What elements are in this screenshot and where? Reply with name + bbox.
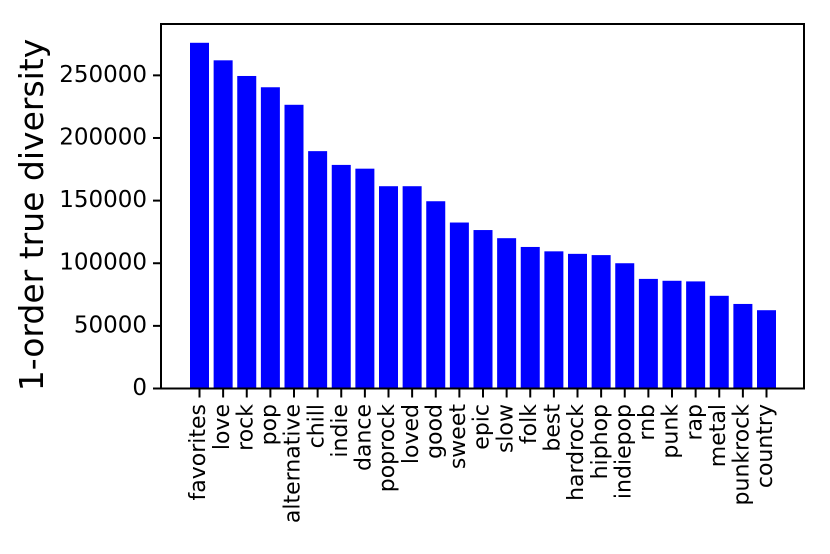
x-tick-label-metal: metal [706,404,731,467]
x-tick-label-punkrock: punkrock [730,404,755,506]
y-tick-label: 100000 [59,250,147,276]
bar-folk [520,246,540,389]
x-tick-label-rock: rock [233,404,258,451]
bar-metal [709,295,729,389]
x-tick-label-folk: folk [517,404,542,444]
x-tick-label-slow: slow [493,404,518,453]
x-tick-label-dance: dance [352,404,377,471]
y-tick-label: 150000 [59,187,147,213]
x-tick-label-hiphop: hiphop [588,404,613,479]
bar-favorites [190,42,209,389]
y-tick-label: 200000 [59,124,147,150]
y-tick-label: 0 [132,375,147,401]
bar-rnb [638,278,658,389]
bar-love [213,60,233,389]
x-tick-label-love: love [210,404,235,450]
bar-rap [686,281,706,389]
bar-punk [662,280,682,389]
y-tick-label: 50000 [74,312,147,338]
x-tick-label-best: best [541,404,566,452]
x-tick-label-hardrock: hardrock [564,404,589,501]
bar-good [426,201,446,389]
bar-indie [331,164,351,389]
x-tick-label-punk: punk [659,404,684,459]
bar-slow [497,238,517,389]
bar-sweet [449,222,469,389]
x-tick-label-pop: pop [257,404,282,445]
bar-chill [308,151,328,389]
x-tick-label-chill: chill [304,404,329,448]
bar-indiepop [615,263,635,389]
y-axis-label: 1-order true diversity [12,39,51,392]
axes-frame [160,23,805,390]
bar-punkrock [733,303,753,389]
bar-loved [402,186,422,389]
y-tick-label: 250000 [59,62,147,88]
bar-pop [260,87,280,389]
x-tick-label-rnb: rnb [635,404,660,441]
x-tick-label-alternative: alternative [281,404,306,523]
bar-hardrock [568,253,587,389]
bar-best [544,251,564,389]
bar-epic [473,230,493,389]
bar-dance [355,168,375,389]
x-tick-label-good: good [422,404,447,459]
x-tick-label-indiepop: indiepop [611,404,636,499]
bar-poprock [379,186,398,389]
x-tick-label-rap: rap [682,404,707,441]
x-tick-label-poprock: poprock [375,404,400,493]
bar-alternative [284,104,304,389]
bar-country [757,310,776,389]
x-tick-label-country: country [753,404,778,488]
x-tick-label-loved: loved [399,404,424,464]
bar-rock [237,75,257,389]
bar-hiphop [591,255,611,389]
x-tick-label-favorites: favorites [186,404,211,501]
x-tick-label-sweet: sweet [446,404,471,470]
x-tick-label-indie: indie [328,404,353,458]
x-tick-label-epic: epic [470,404,495,450]
